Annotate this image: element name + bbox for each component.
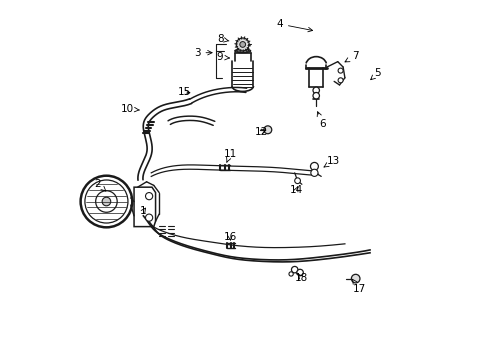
Text: 6: 6 [317,112,325,129]
Circle shape [288,272,293,276]
Circle shape [264,126,271,134]
Circle shape [337,68,343,73]
Circle shape [312,93,319,99]
Circle shape [96,191,117,212]
Text: 9: 9 [216,52,229,62]
Text: 16: 16 [223,232,236,242]
Circle shape [85,180,128,223]
Text: 18: 18 [294,273,307,283]
Text: 13: 13 [323,156,339,167]
Circle shape [296,269,303,276]
Text: 5: 5 [370,68,381,80]
Ellipse shape [234,49,250,53]
Text: 2: 2 [94,179,105,191]
Text: 4: 4 [276,19,312,32]
Circle shape [310,169,317,176]
Circle shape [239,41,245,47]
Text: 15: 15 [177,87,190,97]
Text: 3: 3 [193,48,212,58]
Circle shape [351,274,359,283]
Text: 10: 10 [120,104,139,114]
Circle shape [145,214,152,221]
Text: 17: 17 [352,279,365,294]
Text: 14: 14 [289,185,303,195]
Circle shape [81,176,132,227]
Ellipse shape [236,50,249,52]
Polygon shape [134,187,155,226]
Circle shape [294,178,300,184]
Circle shape [337,78,343,83]
Circle shape [102,197,110,206]
Text: 8: 8 [216,34,228,44]
Circle shape [312,87,319,94]
Text: 11: 11 [223,149,236,162]
Circle shape [310,162,318,170]
Text: 1: 1 [140,206,146,216]
Circle shape [236,38,249,51]
Circle shape [145,193,152,200]
Text: 7: 7 [345,51,358,62]
Circle shape [291,266,297,273]
Text: 12: 12 [255,127,268,136]
